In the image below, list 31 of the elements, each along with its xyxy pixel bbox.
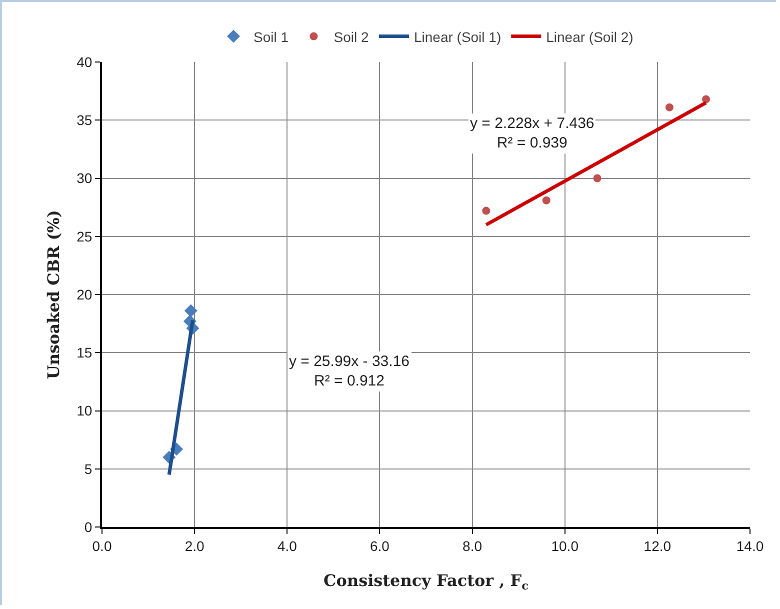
- y-tick-label: 30: [76, 170, 92, 186]
- y-tick-label: 20: [76, 286, 92, 302]
- point: [184, 304, 198, 318]
- y-tick-label: 5: [84, 460, 92, 477]
- y-axis-title: Unsoaked CBR (%): [44, 210, 63, 380]
- y-tick-label: 25: [76, 228, 92, 244]
- annotation: y = 2.228x + 7.436 R² = 0.939: [470, 115, 594, 152]
- y-tick-label: 40: [76, 54, 92, 70]
- x-tick-label: 2.0: [184, 538, 205, 554]
- x-tick-label: 4.0: [277, 538, 298, 554]
- y-tick-label: 10: [76, 402, 92, 419]
- x-tick-label: 8.0: [462, 538, 482, 554]
- point: [665, 103, 674, 112]
- x-axis-title: Consistency Factor , F$_{c}$: [324, 571, 529, 592]
- x-tick-label: 0.0: [92, 538, 112, 554]
- x-tick-label: 14.0: [736, 538, 764, 554]
- point: [542, 196, 550, 204]
- x-tick-label: 6.0: [370, 538, 390, 554]
- point: [702, 95, 710, 104]
- y-tick-label: 15: [76, 344, 92, 361]
- legend-label: Linear (Soil 2): [546, 28, 634, 45]
- x-tick-label: 12.0: [644, 538, 672, 554]
- y-tick-label: 35: [76, 112, 92, 128]
- legend-label: Linear (Soil 1): [414, 28, 502, 45]
- annotation: y = 25.99x - 33.16 R² = 0.912: [289, 353, 410, 390]
- point: [593, 174, 602, 182]
- point: [482, 206, 490, 215]
- x-tick-label: 10.0: [551, 538, 579, 554]
- legend-label: Soil 2: [334, 28, 369, 45]
- legend-label: Soil 1: [254, 28, 289, 45]
- y-tick-label: 0: [84, 518, 92, 535]
